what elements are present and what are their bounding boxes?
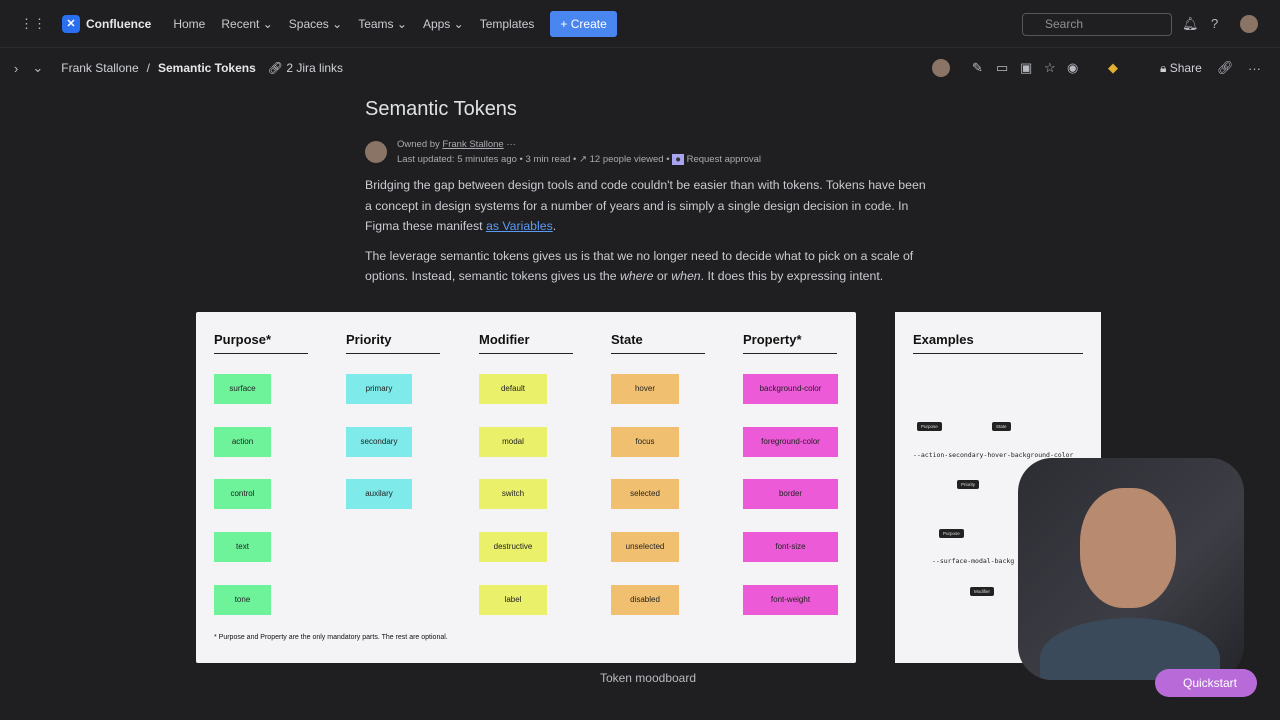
image-caption: Token moodboard bbox=[599, 671, 697, 685]
nav-home[interactable]: Home bbox=[173, 16, 206, 31]
avatar[interactable] bbox=[1240, 14, 1258, 33]
breadcrumb-owner[interactable]: Frank Stallone bbox=[61, 61, 139, 75]
owner-link[interactable]: Frank Stallone bbox=[442, 139, 504, 150]
column-1: Priority bbox=[346, 332, 440, 354]
nav-teams[interactable]: Teams ⌄ bbox=[358, 16, 407, 31]
token-chip: control bbox=[214, 479, 271, 510]
tag-state: State bbox=[992, 422, 1011, 431]
token-chip: background-color bbox=[743, 374, 838, 404]
confluence-icon: ✕ bbox=[62, 14, 80, 33]
tag-modifier: Modifier bbox=[970, 587, 995, 596]
watch-icon[interactable]: ◉ bbox=[1067, 60, 1079, 75]
token-chip: border bbox=[743, 479, 838, 510]
token-chip: primary bbox=[346, 374, 412, 404]
token-moodboard: * Purpose and Property are the only mand… bbox=[196, 312, 856, 663]
column-title: State bbox=[611, 332, 705, 354]
breadcrumb-page[interactable]: Semantic Tokens bbox=[157, 61, 256, 75]
chevron-down-icon[interactable]: ⌄ bbox=[32, 60, 44, 75]
nav-templates[interactable]: Templates bbox=[479, 16, 535, 31]
token-chip: label bbox=[479, 584, 547, 615]
more-icon[interactable]: ··· bbox=[1248, 60, 1261, 76]
owner-avatar bbox=[365, 141, 387, 163]
share-button[interactable]: 🔒︎ Share bbox=[1160, 60, 1202, 75]
token-chip: font-size bbox=[743, 532, 838, 563]
column-0: Purpose* bbox=[214, 332, 308, 354]
token-chip: hover bbox=[611, 374, 679, 404]
presenter-face bbox=[1080, 488, 1176, 608]
footnote: * Purpose and Property are the only mand… bbox=[214, 634, 448, 641]
token-chip: secondary bbox=[346, 426, 412, 457]
token-chip: selected bbox=[611, 479, 679, 510]
video-icon[interactable]: ▣ bbox=[1020, 60, 1033, 75]
token-chip: switch bbox=[479, 479, 547, 510]
tag-priority: Priority bbox=[957, 480, 980, 489]
token-chip: surface bbox=[214, 374, 271, 404]
top-nav: ⋮⋮ ✕ Confluence Home Recent ⌄ Spaces ⌄ Te… bbox=[0, 0, 1280, 48]
token-chip: tone bbox=[214, 584, 271, 615]
token-chip: foreground-color bbox=[743, 426, 838, 457]
search-input[interactable]: Search bbox=[1022, 13, 1172, 36]
comment-icon[interactable]: ▭ bbox=[996, 60, 1009, 75]
token-chip: font-weight bbox=[743, 584, 838, 615]
token-chip: focus bbox=[611, 426, 679, 457]
example-code-1: --action-secondary-hover-background-colo… bbox=[913, 451, 1074, 459]
column-title: Property* bbox=[743, 332, 837, 354]
page-content: Semantic Tokens Owned by Frank Stallone … bbox=[365, 98, 935, 287]
column-3: State bbox=[611, 332, 705, 354]
expand-sidebar-icon[interactable]: › bbox=[14, 60, 19, 76]
nav-recent[interactable]: Recent ⌄ bbox=[221, 16, 273, 31]
column-title: Modifier bbox=[479, 332, 573, 354]
page-title: Semantic Tokens bbox=[365, 98, 517, 120]
star-icon[interactable]: ☆ bbox=[1044, 60, 1056, 75]
nav-apps[interactable]: Apps ⌄ bbox=[422, 16, 464, 31]
help-icon[interactable]: ? bbox=[1211, 16, 1219, 31]
analytics-icon: ↗ bbox=[579, 154, 587, 165]
token-chip: auxilary bbox=[346, 479, 412, 510]
link-icon[interactable]: 🔗︎ bbox=[1217, 60, 1234, 75]
token-chip: modal bbox=[479, 426, 547, 457]
examples-title: Examples bbox=[913, 332, 1083, 354]
bell-icon[interactable]: 🔔︎ bbox=[1182, 15, 1199, 31]
token-chip: action bbox=[214, 426, 271, 457]
jira-links[interactable]: 🔗︎ 2 Jira links bbox=[267, 61, 344, 75]
example-code-2: --surface-modal-backg bbox=[932, 557, 1015, 565]
request-approval[interactable]: ● Request approval bbox=[672, 154, 761, 165]
column-2: Modifier bbox=[479, 332, 573, 354]
token-chip: disabled bbox=[611, 584, 679, 615]
page-meta: Owned by Frank Stallone ··· Last updated… bbox=[365, 139, 935, 165]
tag-purpose: Purpose bbox=[939, 529, 964, 538]
token-chip: default bbox=[479, 374, 547, 404]
nav-spaces[interactable]: Spaces ⌄ bbox=[288, 16, 343, 31]
variables-link[interactable]: as Variables bbox=[485, 219, 553, 233]
paragraph-2: The leverage semantic tokens gives us is… bbox=[365, 248, 914, 284]
app-switcher-icon[interactable]: ⋮⋮ bbox=[20, 15, 46, 31]
pin-icon[interactable]: ◆ bbox=[1108, 60, 1118, 75]
confluence-logo[interactable]: ✕ Confluence bbox=[62, 14, 151, 33]
quickstart-button[interactable]: Quickstart bbox=[1155, 669, 1257, 697]
presenter-video bbox=[1018, 458, 1244, 680]
paragraph-1: Bridging the gap between design tools an… bbox=[365, 178, 926, 233]
column-4: Property* bbox=[743, 332, 837, 354]
token-chip: text bbox=[214, 532, 271, 563]
breadcrumb-bar: › ⌄ Frank Stallone / Semantic Tokens 🔗︎ … bbox=[14, 59, 1261, 77]
token-chip: destructive bbox=[479, 532, 547, 563]
column-title: Purpose* bbox=[214, 332, 308, 354]
edit-icon[interactable]: ✎ bbox=[972, 60, 983, 75]
column-title: Priority bbox=[346, 332, 440, 354]
tag-purpose: Purpose bbox=[917, 422, 942, 431]
token-chip: unselected bbox=[611, 532, 679, 563]
avatar[interactable] bbox=[932, 59, 950, 77]
create-button[interactable]: + Create bbox=[550, 10, 617, 37]
